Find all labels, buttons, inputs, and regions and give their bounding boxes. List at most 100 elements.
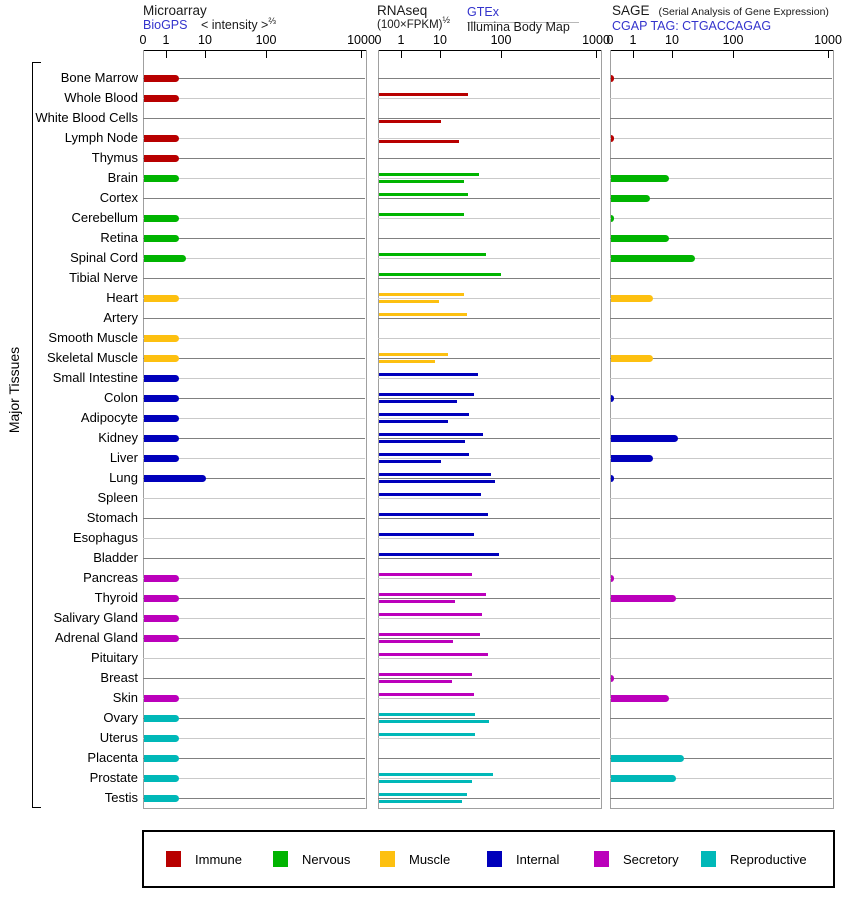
microarray-bar: [144, 295, 179, 302]
row-gridline: [378, 318, 600, 319]
microarray-bar: [144, 795, 179, 802]
row-gridline: [378, 98, 600, 99]
row-gridline: [143, 658, 365, 659]
rnaseq-gtex-bar: [379, 313, 468, 316]
sage-bar: [611, 675, 614, 682]
row-gridline: [610, 658, 832, 659]
axis-tick-sage: [633, 50, 634, 58]
row-gridline: [143, 718, 365, 719]
rnaseq-gtex-bar: [379, 633, 480, 636]
row-gridline: [143, 78, 365, 79]
row-gridline: [610, 258, 832, 259]
row-gridline: [143, 398, 365, 399]
row-gridline: [143, 278, 365, 279]
tissue-label: Stomach: [86, 510, 138, 525]
axis-tick-label-sage: 10: [665, 33, 679, 47]
row-gridline: [610, 638, 832, 639]
microarray-bar: [144, 775, 179, 782]
row-gridline: [610, 158, 832, 159]
panel-bottom-border-sage: [610, 808, 834, 809]
rnaseq-gtex-bar: [379, 353, 448, 356]
axis-tick-microarray: [361, 50, 362, 58]
rnaseq-gtex-bar: [379, 593, 487, 596]
microarray-bar: [144, 355, 179, 362]
row-gridline: [610, 338, 832, 339]
row-gridline: [610, 618, 832, 619]
rnaseq-gtex-bar: [379, 393, 475, 396]
panel-left-border-microarray: [143, 50, 144, 808]
row-gridline: [610, 238, 832, 239]
row-gridline: [610, 578, 832, 579]
rnaseq-gtex-bar: [379, 713, 475, 716]
row-gridline: [378, 398, 600, 399]
rnaseq-gtex-bar: [379, 573, 472, 576]
row-gridline: [378, 498, 600, 499]
row-gridline: [378, 258, 600, 259]
row-gridline: [610, 518, 832, 519]
row-gridline: [143, 678, 365, 679]
row-gridline: [143, 258, 365, 259]
tissue-label: Small Intestine: [52, 370, 138, 385]
rnaseq-gtex-bar: [379, 733, 475, 736]
rnaseq-gtex-bar: [379, 693, 475, 696]
row-gridline: [378, 138, 600, 139]
microarray-bar: [144, 255, 186, 262]
row-gridline: [143, 198, 365, 199]
tissue-label: Placenta: [87, 750, 138, 765]
rnaseq-gtex-bar: [379, 473, 491, 476]
row-gridline: [378, 298, 600, 299]
rnaseq-bodymap-bar: [379, 120, 441, 123]
rnaseq-bodymap-bar: [379, 720, 490, 723]
row-gridline: [378, 458, 600, 459]
tissue-label: Breast: [100, 670, 138, 685]
sage-bar: [611, 695, 670, 702]
sage-bar: [611, 595, 676, 602]
axis-tick-label-sage: 100: [722, 33, 744, 47]
row-gridline: [143, 118, 365, 119]
tissue-label: Cortex: [99, 190, 138, 205]
sage-bar: [611, 135, 614, 142]
rnaseq-gtex-bar: [379, 213, 465, 216]
sage-bar: [611, 295, 653, 302]
row-gridline: [378, 78, 600, 79]
row-gridline: [610, 138, 832, 139]
axis-tick-microarray: [205, 50, 206, 58]
row-gridline: [378, 638, 600, 639]
tissue-label: Heart: [106, 290, 138, 305]
microarray-bar: [144, 415, 179, 422]
row-gridline: [143, 498, 365, 499]
row-gridline: [143, 478, 365, 479]
microarray-bar: [144, 235, 179, 242]
tissue-label: Bladder: [93, 550, 138, 565]
sage-bar: [611, 175, 670, 182]
row-gridline: [610, 298, 832, 299]
row-gridline: [378, 778, 600, 779]
row-gridline: [610, 198, 832, 199]
row-gridline: [378, 538, 600, 539]
biogps-link[interactable]: BioGPS: [143, 18, 188, 32]
rnaseq-bodymap-bar: [379, 300, 440, 303]
sage-bar: [611, 215, 614, 222]
rnaseq-gtex-bar: [379, 93, 469, 96]
row-gridline: [378, 178, 600, 179]
row-gridline: [143, 558, 365, 559]
microarray-bar: [144, 435, 179, 442]
gtex-link[interactable]: GTEx: [467, 5, 499, 19]
row-gridline: [378, 678, 600, 679]
axis-tick-sage: [672, 50, 673, 58]
axis-tick-label-rnaseq: 1: [397, 33, 405, 47]
row-gridline: [610, 218, 832, 219]
tissue-label: Testis: [104, 790, 138, 805]
rnaseq-gtex-bar: [379, 173, 480, 176]
axis-tick-label-rnaseq: 1000: [582, 33, 610, 47]
row-gridline: [610, 378, 832, 379]
tissue-label: Whole Blood: [64, 90, 138, 105]
sage-bar: [611, 355, 653, 362]
rnaseq-gtex-bar: [379, 493, 482, 496]
cgap-tag-link[interactable]: CGAP TAG: CTGACCAGAG: [612, 19, 772, 33]
tissue-label: Prostate: [89, 770, 138, 785]
axis-tick-label-microarray: 0: [139, 33, 147, 47]
axis-line-sage: [610, 50, 833, 51]
